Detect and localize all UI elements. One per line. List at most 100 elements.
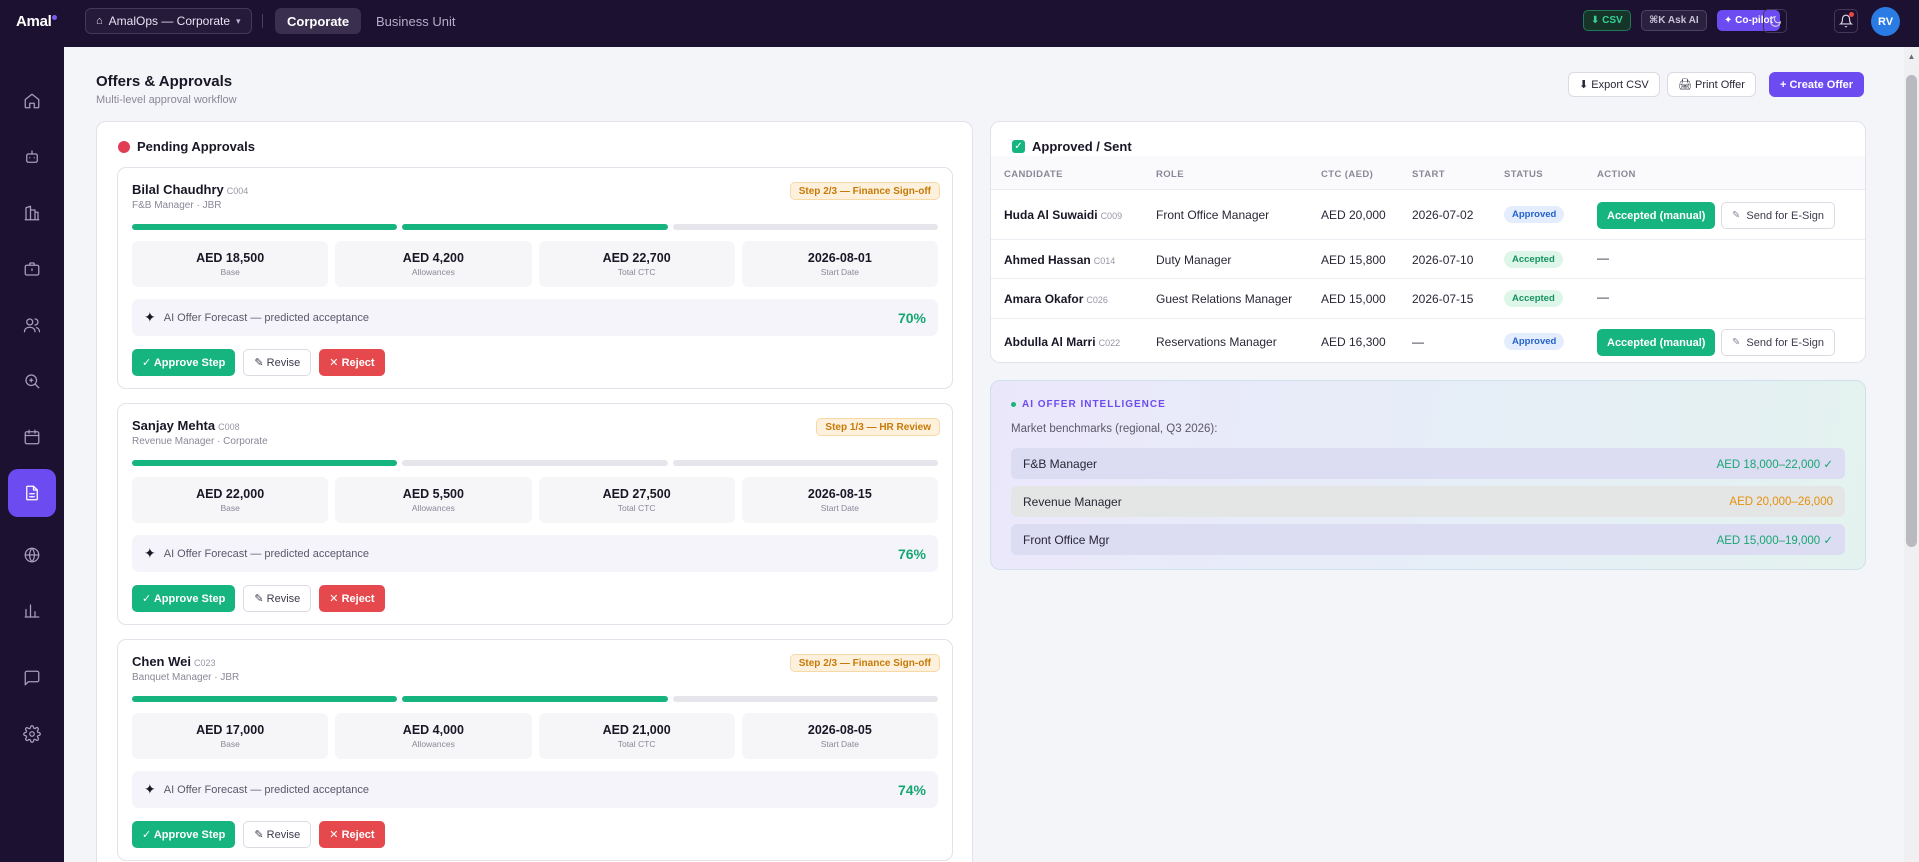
calendar-icon[interactable] [8,413,56,461]
benchmark-range: AED 15,000–19,000 ✓ [1716,534,1833,547]
candidate-role: F&B Manager · JBR [132,200,222,211]
ctc-cell: AED 15,000 [1321,292,1386,306]
progress-segment [402,460,668,466]
col-ctc: CTC (AED) [1321,169,1374,180]
users-icon[interactable] [8,301,56,349]
no-action: — [1597,251,1609,265]
approval-progress [132,460,938,466]
building-icon[interactable] [8,189,56,237]
step-badge: Step 1/3 — HR Review [816,418,940,436]
benchmark-row: Revenue Manager AED 20,000–26,000 [1011,486,1845,517]
progress-segment [672,224,938,230]
create-offer-button[interactable]: + Create Offer [1769,72,1865,97]
org-selector[interactable]: ⌂ AmalOps — Corporate ▾ [85,8,252,34]
col-start: START [1412,169,1445,180]
print-offer-button[interactable]: 🖨 Print Offer [1667,72,1756,97]
table-row: Amara Okafor C026 Guest Relations Manager… [991,279,1865,319]
approve-step-button[interactable]: ✓ Approve Step [132,821,236,848]
scroll-up-icon[interactable]: ▲ [1907,52,1916,61]
chat-icon[interactable] [8,654,56,702]
ai-forecast: ✦ AI Offer Forecast — predicted acceptan… [132,771,938,808]
offer-card: Bilal Chaudhry C004 F&B Manager · JBR Ste… [117,167,953,389]
candidate-id: C008 [218,422,240,432]
role-cell: Duty Manager [1156,253,1232,267]
start-cell: 2026-07-02 [1412,208,1474,222]
revise-button[interactable]: ✎ Revise [243,349,312,376]
benchmark-row: F&B Manager AED 18,000–22,000 ✓ [1011,448,1845,479]
avatar[interactable]: RV [1871,7,1900,36]
offer-actions: ✓ Approve Step ✎ Revise ✕ Reject [132,349,385,376]
metric-total-ctc: AED 27,500 Total CTC [538,477,735,523]
accepted-manual-button[interactable]: Accepted (manual) [1597,202,1716,229]
notification-dot [1849,12,1854,17]
benchmark-range: AED 20,000–26,000 [1729,495,1833,508]
role-cell: Reservations Manager [1156,335,1277,349]
offer-actions: ✓ Approve Step ✎ Revise ✕ Reject [132,585,385,612]
export-csv-button[interactable]: ⬇ Export CSV [1568,72,1660,97]
candidate-id: C004 [226,186,249,196]
home-icon[interactable] [8,77,56,125]
org-selector-label: AmalOps — Corporate [108,14,231,28]
accepted-manual-button[interactable]: Accepted (manual) [1597,329,1716,356]
search-user-icon[interactable] [8,357,56,405]
approve-step-button[interactable]: ✓ Approve Step [132,349,236,376]
approve-step-button[interactable]: ✓ Approve Step [132,585,236,612]
col-candidate: CANDIDATE [1004,169,1063,180]
candidate-name: Ahmed Hassan C014 [1004,253,1116,267]
progress-segment [402,224,668,230]
copilot-button[interactable]: ✦ Co-pilot [1717,10,1780,31]
metric-allowances: AED 5,500 Allowances [335,477,532,523]
briefcase-icon[interactable] [8,245,56,293]
robot-icon[interactable] [8,133,56,181]
sidebar [0,47,64,862]
scrollbar-thumb[interactable] [1906,75,1917,547]
ctc-cell: AED 15,800 [1321,253,1386,267]
revise-button[interactable]: ✎ Revise [243,821,312,848]
ai-benchmarks-subtitle: Market benchmarks (regional, Q3 2026): [1011,423,1218,435]
candidate-id: C009 [1100,211,1123,221]
bell-icon[interactable] [1834,9,1858,33]
tab-business-unit[interactable]: Business Unit [376,13,456,29]
metric-allowances: AED 4,000 Allowances [335,713,532,759]
gear-icon[interactable] [8,710,56,758]
offer-card: Chen Wei C023 Banquet Manager · JBR Step … [117,639,953,861]
reject-button[interactable]: ✕ Reject [319,585,385,612]
progress-segment [672,460,938,466]
tab-corporate[interactable]: Corporate [275,8,362,34]
progress-segment [132,224,398,230]
approval-progress [132,696,938,702]
candidate-role: Banquet Manager · JBR [132,672,240,683]
reject-button[interactable]: ✕ Reject [319,349,385,376]
role-cell: Front Office Manager [1156,208,1270,222]
approved-sent-panel: ✓ Approved / Sent CANDIDATE ROLE CTC (AE… [990,121,1866,363]
col-status: STATUS [1504,169,1543,180]
page-subtitle: Multi-level approval workflow [96,94,237,106]
send-esign-button[interactable]: ✎ Send for E-Sign [1721,202,1836,229]
no-action: — [1597,290,1609,304]
candidate-name: Bilal Chaudhry C004 [132,182,249,197]
table-header: CANDIDATE ROLE CTC (AED) START STATUS AC… [991,156,1865,190]
reject-button[interactable]: ✕ Reject [319,821,385,848]
offer-metrics: AED 22,000 Base AED 5,500 Allowances AED 2… [132,477,938,523]
progress-segment [402,696,668,702]
candidate-name: Amara Okafor C026 [1004,292,1108,306]
analytics-icon[interactable] [8,587,56,635]
revise-button[interactable]: ✎ Revise [243,585,312,612]
globe-icon[interactable] [8,531,56,579]
offer-actions: ✓ Approve Step ✎ Revise ✕ Reject [132,821,385,848]
csv-button[interactable]: ⬇ CSV [1583,10,1631,31]
candidate-id: C022 [1098,338,1121,348]
ai-forecast: ✦ AI Offer Forecast — predicted acceptan… [132,535,938,572]
forecast-percent: 70% [897,309,926,326]
benchmark-role: F&B Manager [1023,456,1098,471]
document-icon[interactable] [8,469,56,517]
progress-segment [672,696,938,702]
step-badge: Step 2/3 — Finance Sign-off [789,654,940,672]
divider [262,14,263,28]
send-esign-button[interactable]: ✎ Send for E-Sign [1721,329,1836,356]
app-logo[interactable]: Amal [16,13,58,30]
theme-toggle-icon[interactable] [1763,9,1787,33]
ask-ai-button[interactable]: ⌘K Ask AI [1641,10,1707,31]
candidate-id: C014 [1093,256,1116,266]
candidate-name: Chen Wei C023 [132,654,216,669]
